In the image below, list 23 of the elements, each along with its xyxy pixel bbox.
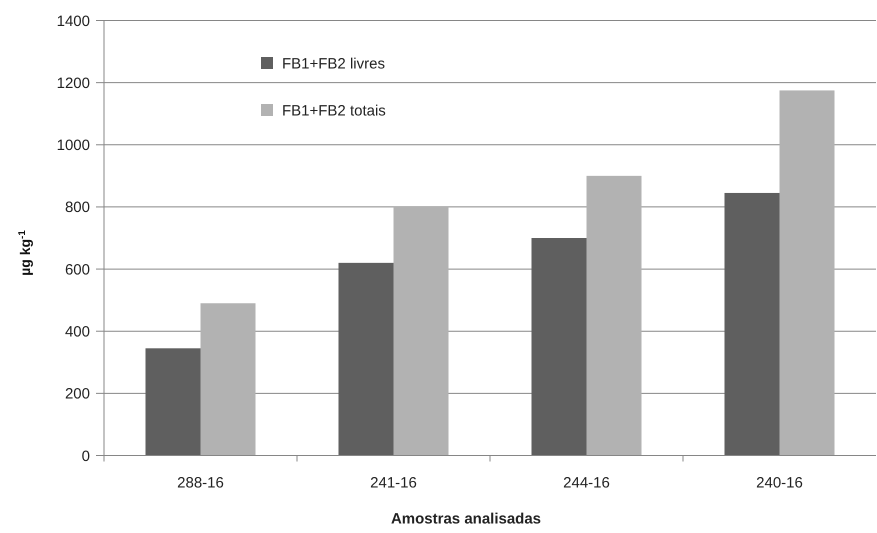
y-tick-label: 200 bbox=[64, 386, 90, 403]
legend-label: FB1+FB2 livres bbox=[282, 55, 385, 72]
legend-label: FB1+FB2 totais bbox=[282, 102, 386, 120]
y-tick-label: 800 bbox=[64, 199, 90, 216]
x-axis-title: Amostras analisadas bbox=[390, 510, 542, 528]
bar bbox=[145, 348, 200, 456]
bar bbox=[586, 176, 642, 456]
x-tick-label: 288-16 bbox=[177, 474, 224, 492]
y-tick-label: 1000 bbox=[56, 137, 90, 154]
y-tick-label: 600 bbox=[64, 261, 90, 278]
x-tick-label: 244-16 bbox=[563, 474, 610, 492]
bar bbox=[394, 206, 449, 456]
y-tick-label: 400 bbox=[64, 323, 90, 340]
bar bbox=[338, 262, 394, 456]
bar bbox=[200, 303, 256, 456]
bar bbox=[724, 192, 780, 456]
y-tick-label: 0 bbox=[82, 448, 90, 465]
bar bbox=[780, 90, 835, 456]
y-tick-label: 1200 bbox=[56, 74, 90, 92]
x-tick-label: 241-16 bbox=[370, 474, 417, 492]
x-tick-label: 240-16 bbox=[756, 474, 803, 492]
bar bbox=[531, 238, 586, 456]
y-tick-label: 1400 bbox=[56, 12, 90, 30]
